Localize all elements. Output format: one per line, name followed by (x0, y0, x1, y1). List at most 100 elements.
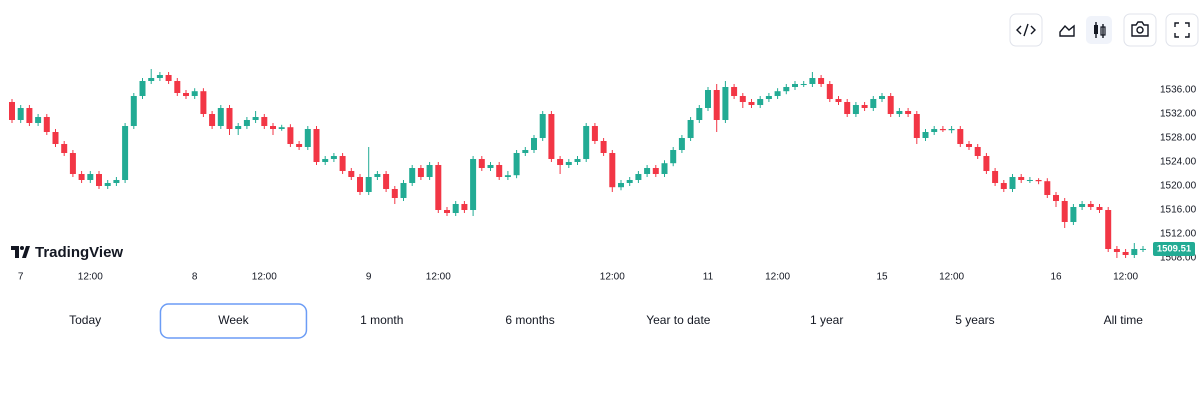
candle-body (365, 177, 372, 192)
range-button[interactable]: Year to date (646, 313, 711, 327)
candle-body (792, 84, 798, 87)
candle-body (487, 165, 494, 168)
candle-body (731, 87, 738, 96)
range-button[interactable]: 6 months (505, 313, 554, 327)
candle-body (992, 171, 999, 183)
candle-body (661, 163, 668, 174)
candle-body (200, 91, 207, 114)
candle-body (296, 144, 303, 147)
candle-body (252, 117, 259, 120)
candle-body (304, 129, 311, 147)
candle-body (1053, 195, 1059, 201)
candle-body (774, 91, 781, 96)
candle-body (174, 81, 181, 93)
candle-body (1035, 180, 1042, 182)
fullscreen-button[interactable] (1165, 13, 1199, 47)
candle-body (783, 87, 790, 92)
candle-body (583, 126, 590, 159)
candle-body (17, 108, 24, 120)
candle-body (96, 174, 102, 186)
candle-body (1122, 252, 1129, 255)
selected-range-outline (159, 303, 308, 339)
candle-body (461, 204, 468, 210)
candle-body (809, 78, 816, 84)
candle-body (348, 171, 355, 177)
candle-body (513, 153, 520, 176)
candle-body (600, 141, 607, 153)
candle-body (148, 78, 155, 81)
candle-body (35, 117, 42, 123)
area-style-button[interactable] (1059, 24, 1075, 37)
candle-body (287, 127, 294, 144)
candle-body (43, 117, 50, 132)
candle-body (470, 159, 477, 210)
candle-body (844, 102, 851, 114)
candle-body (322, 159, 329, 162)
x-tick-label: 12:00 (426, 272, 451, 283)
y-tick-label: 1508.00 (1160, 253, 1197, 264)
candle-body (765, 96, 772, 99)
candle-body (52, 132, 59, 144)
candle-body (156, 75, 163, 78)
y-tick-label: 1512.00 (1160, 229, 1197, 240)
candle-body (478, 159, 485, 168)
candle-body (565, 162, 572, 165)
candle-body (983, 156, 990, 171)
candle-body (339, 156, 346, 171)
candle-body (1061, 201, 1068, 222)
candle-body (113, 180, 120, 183)
candle-body (69, 153, 76, 174)
candle-body (504, 175, 511, 177)
range-button[interactable]: All time (1104, 313, 1144, 327)
screenshot-button[interactable] (1123, 13, 1157, 47)
candle-body (905, 111, 912, 114)
candle-body (913, 114, 920, 138)
candle-body (861, 105, 868, 108)
candle-body (1131, 249, 1138, 255)
candle-body (696, 108, 703, 120)
candle-body (1009, 177, 1016, 189)
logo-text: TradingView (35, 244, 123, 261)
range-button[interactable]: 1 year (810, 313, 843, 327)
y-tick-label: 1516.00 (1160, 205, 1197, 216)
candle-style-button[interactable] (1086, 16, 1112, 44)
candle-body (887, 96, 894, 114)
candle-body (87, 174, 94, 180)
candle-body (835, 99, 842, 102)
candle-body (522, 150, 529, 153)
x-tick-label: 15 (876, 272, 888, 283)
candle-body (226, 108, 233, 129)
candle-body (243, 120, 250, 126)
candle-body (591, 126, 598, 141)
candle-body (800, 84, 807, 85)
candle-body (626, 180, 633, 183)
candle-body (1000, 183, 1007, 189)
range-button[interactable]: 5 years (955, 313, 994, 327)
candle-body (1096, 207, 1103, 210)
range-button[interactable]: 1 month (360, 313, 403, 327)
candle-body (870, 99, 877, 108)
x-tick-label: 12:00 (600, 272, 625, 283)
candle-body (496, 165, 503, 177)
candle-body (852, 105, 859, 114)
range-button[interactable]: Today (69, 313, 101, 327)
candle-body (357, 177, 363, 192)
candle-body (400, 183, 407, 198)
candle-body (705, 90, 711, 108)
candle-body (426, 165, 433, 177)
candle-body (444, 210, 450, 213)
candle-body (139, 81, 146, 96)
candle-body (966, 144, 972, 147)
candle-body (1087, 204, 1094, 207)
candle-body (757, 99, 764, 105)
range-button[interactable]: Week (218, 313, 249, 327)
last-price-badge (1153, 241, 1195, 256)
candle-body (191, 91, 198, 96)
toolbar (1009, 13, 1199, 47)
candle-body (548, 114, 555, 159)
candle-body (687, 120, 694, 138)
embed-button[interactable] (1009, 13, 1043, 47)
candle-body (722, 87, 729, 120)
